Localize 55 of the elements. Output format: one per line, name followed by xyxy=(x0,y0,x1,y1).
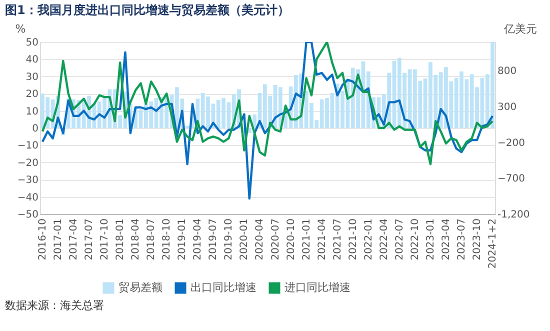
y-tick-label: 20 xyxy=(26,89,38,100)
y2-axis-title: 亿美元 xyxy=(503,22,537,36)
x-tick-label: 2022-01 xyxy=(363,218,374,260)
y-tick-label: −50 xyxy=(17,210,38,220)
y-tick-label: −10 xyxy=(17,140,38,152)
y-tick-label: 40 xyxy=(26,54,38,66)
x-tick-label: 2018-01 xyxy=(115,218,126,260)
legend-label: 进口同比增速 xyxy=(284,281,350,294)
x-tick-label: 2020-04 xyxy=(254,218,266,260)
y-tick-label: 10 xyxy=(26,106,38,118)
x-tick-label: 2022-04 xyxy=(378,218,390,260)
chart-title: 图1：我国月度进出口同比增速与贸易差额（美元计） xyxy=(5,3,290,17)
x-tick-label: 2018-04 xyxy=(130,218,142,260)
x-tick-label: 2017-07 xyxy=(84,218,96,260)
x-tick-label: 2019-10 xyxy=(224,218,235,260)
x-tick-label: 2023-07 xyxy=(456,218,468,260)
y-tick-label: 0 xyxy=(32,124,38,134)
x-tick-label: 2016-10 xyxy=(37,218,48,260)
x-tick-label: 2021-10 xyxy=(348,218,359,260)
x-tick-label: 2023-01 xyxy=(425,218,436,260)
legend-label: 出口同比增速 xyxy=(190,281,256,294)
y-tick-label: −40 xyxy=(17,192,38,204)
x-tick-label: 2022-10 xyxy=(410,218,421,260)
x-tick-label: 2024-1+2 xyxy=(488,218,499,269)
x-tick-label: 2017-04 xyxy=(68,218,80,260)
y-tick-label: 30 xyxy=(26,72,38,83)
x-tick-label: 2023-10 xyxy=(472,218,484,260)
y-tick-label: 50 xyxy=(26,38,38,48)
x-tick-label: 2019-07 xyxy=(208,218,220,260)
x-tick-label: 2020-10 xyxy=(286,218,297,260)
x-tick-label: 2018-10 xyxy=(162,218,173,260)
y2-tick-label: −200 xyxy=(498,138,525,149)
x-tick-label: 2021-07 xyxy=(332,218,344,260)
line-series xyxy=(41,42,494,200)
y-axis-title: % xyxy=(15,22,26,36)
x-tick-label: 2022-07 xyxy=(394,218,406,260)
y2-tick-label: −700 xyxy=(498,174,525,185)
y2-tick-label: -1,200 xyxy=(498,210,530,220)
x-tick-label: 2020-07 xyxy=(270,218,282,260)
x-tick-label: 2023-04 xyxy=(440,218,452,260)
x-tick-label: 2017-01 xyxy=(52,218,64,260)
y-tick-label: −30 xyxy=(17,175,38,186)
x-tick-label: 2020-01 xyxy=(239,218,250,260)
line-series xyxy=(41,42,494,166)
legend-label: 贸易差额 xyxy=(118,281,162,294)
x-tick-label: 2018-07 xyxy=(146,218,158,260)
x-tick-label: 2021-04 xyxy=(316,218,328,260)
y-tick-label: −20 xyxy=(17,158,38,169)
x-tick-label: 2021-01 xyxy=(301,218,312,260)
source-note: 数据来源：海关总署 xyxy=(5,299,104,312)
x-tick-label: 2019-04 xyxy=(192,218,204,260)
y2-tick-label: 800 xyxy=(498,66,517,78)
x-tick-label: 2019-01 xyxy=(177,218,188,260)
x-tick-label: 2017-10 xyxy=(100,218,111,260)
y2-tick-label: 300 xyxy=(498,102,517,113)
